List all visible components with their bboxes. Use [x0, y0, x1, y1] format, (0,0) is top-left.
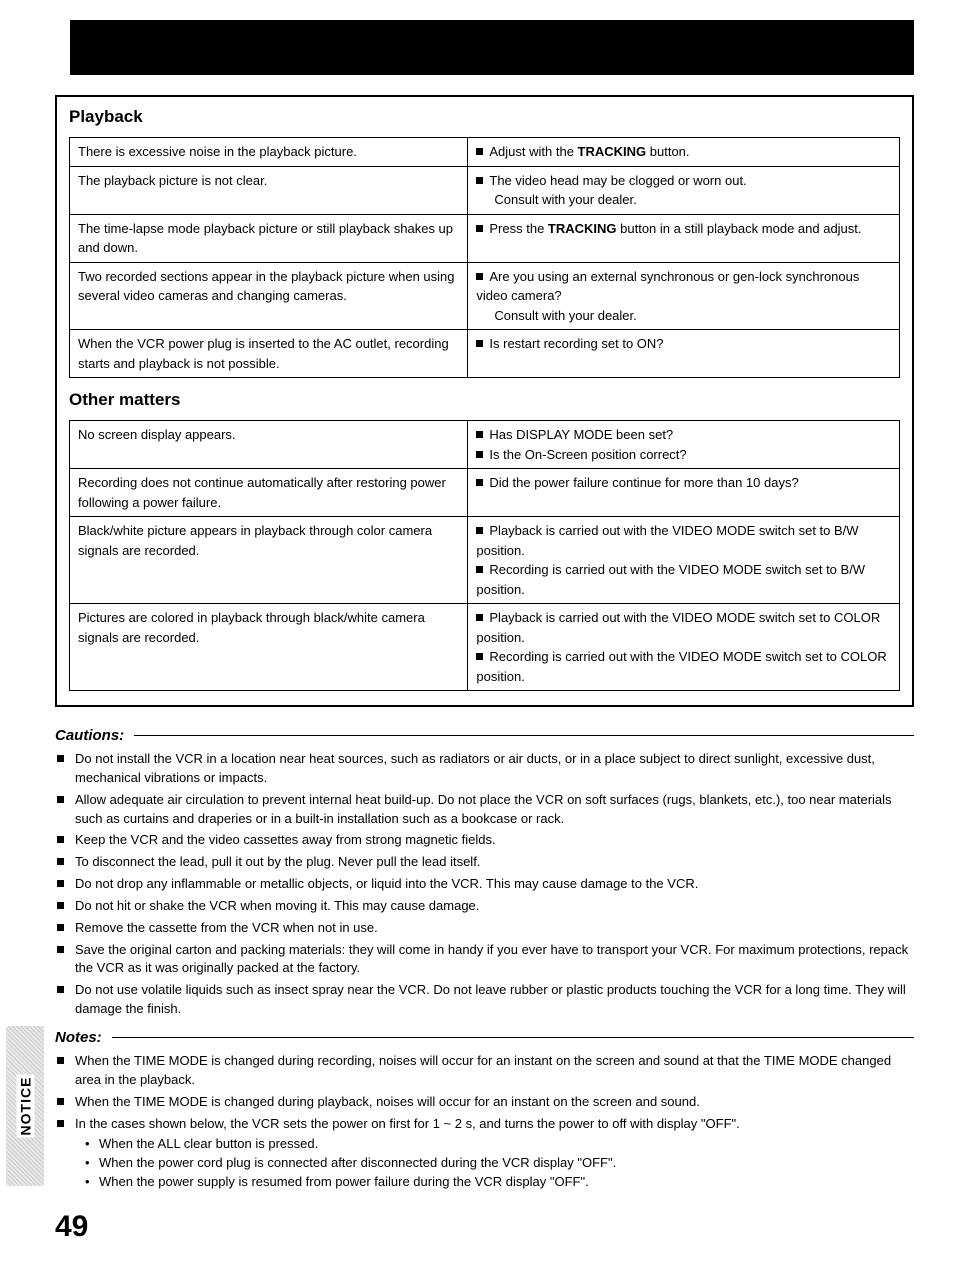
- other-title: Other matters: [69, 390, 900, 410]
- list-item: Do not use volatile liquids such as inse…: [55, 981, 914, 1019]
- bullet-icon: [476, 225, 483, 232]
- playback-table: There is excessive noise in the playback…: [69, 137, 900, 378]
- other-table: No screen display appears. Has DISPLAY M…: [69, 420, 900, 691]
- header-banner: [70, 20, 914, 75]
- troubleshooting-box: Playback There is excessive noise in the…: [55, 95, 914, 707]
- bullet-icon: [476, 479, 483, 486]
- list-item: When the power supply is resumed from po…: [85, 1173, 914, 1192]
- text: Has DISPLAY MODE been set?: [489, 427, 673, 442]
- solution-cell: Playback is carried out with the VIDEO M…: [468, 604, 900, 691]
- solution-cell: Did the power failure continue for more …: [468, 469, 900, 517]
- solution-cell: Adjust with the TRACKING button.: [468, 138, 900, 167]
- bullet-icon: [476, 273, 483, 280]
- problem-cell: Black/white picture appears in playback …: [70, 517, 468, 604]
- notes-sublist: When the ALL clear button is pressed. Wh…: [85, 1135, 914, 1192]
- text: Consult with your dealer.: [476, 190, 891, 210]
- list-item: When the TIME MODE is changed during pla…: [55, 1093, 914, 1112]
- table-row: The playback picture is not clear. The v…: [70, 166, 900, 214]
- bullet-icon: [476, 340, 483, 347]
- bullet-icon: [476, 177, 483, 184]
- text: Is the On-Screen position correct?: [489, 447, 686, 462]
- list-item: Do not drop any inflammable or metallic …: [55, 875, 914, 894]
- list-item: Save the original carton and packing mat…: [55, 941, 914, 979]
- bullet-icon: [476, 566, 483, 573]
- table-row: Black/white picture appears in playback …: [70, 517, 900, 604]
- text: Consult with your dealer.: [476, 306, 891, 326]
- text: button.: [646, 144, 689, 159]
- table-row: Pictures are colored in playback through…: [70, 604, 900, 691]
- problem-cell: The playback picture is not clear.: [70, 166, 468, 214]
- bullet-icon: [476, 148, 483, 155]
- list-item: Keep the VCR and the video cassettes awa…: [55, 831, 914, 850]
- table-row: There is excessive noise in the playback…: [70, 138, 900, 167]
- solution-cell: Has DISPLAY MODE been set? Is the On-Scr…: [468, 421, 900, 469]
- problem-cell: When the VCR power plug is inserted to t…: [70, 330, 468, 378]
- list-item: Allow adequate air circulation to preven…: [55, 791, 914, 829]
- cautions-label: Cautions:: [55, 727, 124, 744]
- table-row: Two recorded sections appear in the play…: [70, 262, 900, 330]
- text: Recording is carried out with the VIDEO …: [476, 562, 865, 597]
- text: The video head may be clogged or worn ou…: [489, 173, 746, 188]
- text: Is restart recording set to ON?: [489, 336, 663, 351]
- list-item: When the power cord plug is connected af…: [85, 1154, 914, 1173]
- notes-heading: Notes:: [55, 1029, 914, 1046]
- text: Did the power failure continue for more …: [489, 475, 798, 490]
- list-item: Do not hit or shake the VCR when moving …: [55, 897, 914, 916]
- solution-cell: Are you using an external synchronous or…: [468, 262, 900, 330]
- problem-cell: The time-lapse mode playback picture or …: [70, 214, 468, 262]
- list-item: Remove the cassette from the VCR when no…: [55, 919, 914, 938]
- problem-cell: Two recorded sections appear in the play…: [70, 262, 468, 330]
- divider: [112, 1037, 914, 1038]
- text: Playback is carried out with the VIDEO M…: [476, 523, 858, 558]
- notes-list: When the TIME MODE is changed during rec…: [55, 1052, 914, 1192]
- notes-label: Notes:: [55, 1029, 102, 1046]
- table-row: No screen display appears. Has DISPLAY M…: [70, 421, 900, 469]
- solution-cell: Playback is carried out with the VIDEO M…: [468, 517, 900, 604]
- text: TRACKING: [548, 221, 617, 236]
- text: Are you using an external synchronous or…: [476, 269, 859, 304]
- text: Press the: [489, 221, 548, 236]
- solution-cell: The video head may be clogged or worn ou…: [468, 166, 900, 214]
- text: Adjust with the: [489, 144, 577, 159]
- divider: [134, 735, 914, 736]
- bullet-icon: [476, 653, 483, 660]
- table-row: Recording does not continue automaticall…: [70, 469, 900, 517]
- list-item: When the ALL clear button is pressed.: [85, 1135, 914, 1154]
- list-item: In the cases shown below, the VCR sets t…: [55, 1115, 914, 1192]
- table-row: The time-lapse mode playback picture or …: [70, 214, 900, 262]
- text: Playback is carried out with the VIDEO M…: [476, 610, 880, 645]
- bullet-icon: [476, 451, 483, 458]
- solution-cell: Is restart recording set to ON?: [468, 330, 900, 378]
- list-item: Do not install the VCR in a location nea…: [55, 750, 914, 788]
- bullet-icon: [476, 527, 483, 534]
- playback-title: Playback: [69, 107, 900, 127]
- side-tab: NOTICE: [6, 1026, 44, 1186]
- bullet-icon: [476, 431, 483, 438]
- side-tab-label: NOTICE: [16, 1075, 34, 1138]
- problem-cell: There is excessive noise in the playback…: [70, 138, 468, 167]
- problem-cell: Pictures are colored in playback through…: [70, 604, 468, 691]
- bullet-icon: [476, 614, 483, 621]
- list-item: When the TIME MODE is changed during rec…: [55, 1052, 914, 1090]
- text: In the cases shown below, the VCR sets t…: [75, 1116, 740, 1131]
- text: TRACKING: [578, 144, 647, 159]
- list-item: To disconnect the lead, pull it out by t…: [55, 853, 914, 872]
- solution-cell: Press the TRACKING button in a still pla…: [468, 214, 900, 262]
- text: button in a still playback mode and adju…: [617, 221, 862, 236]
- cautions-heading: Cautions:: [55, 727, 914, 744]
- problem-cell: No screen display appears.: [70, 421, 468, 469]
- text: Recording is carried out with the VIDEO …: [476, 649, 886, 684]
- table-row: When the VCR power plug is inserted to t…: [70, 330, 900, 378]
- cautions-list: Do not install the VCR in a location nea…: [55, 750, 914, 1019]
- problem-cell: Recording does not continue automaticall…: [70, 469, 468, 517]
